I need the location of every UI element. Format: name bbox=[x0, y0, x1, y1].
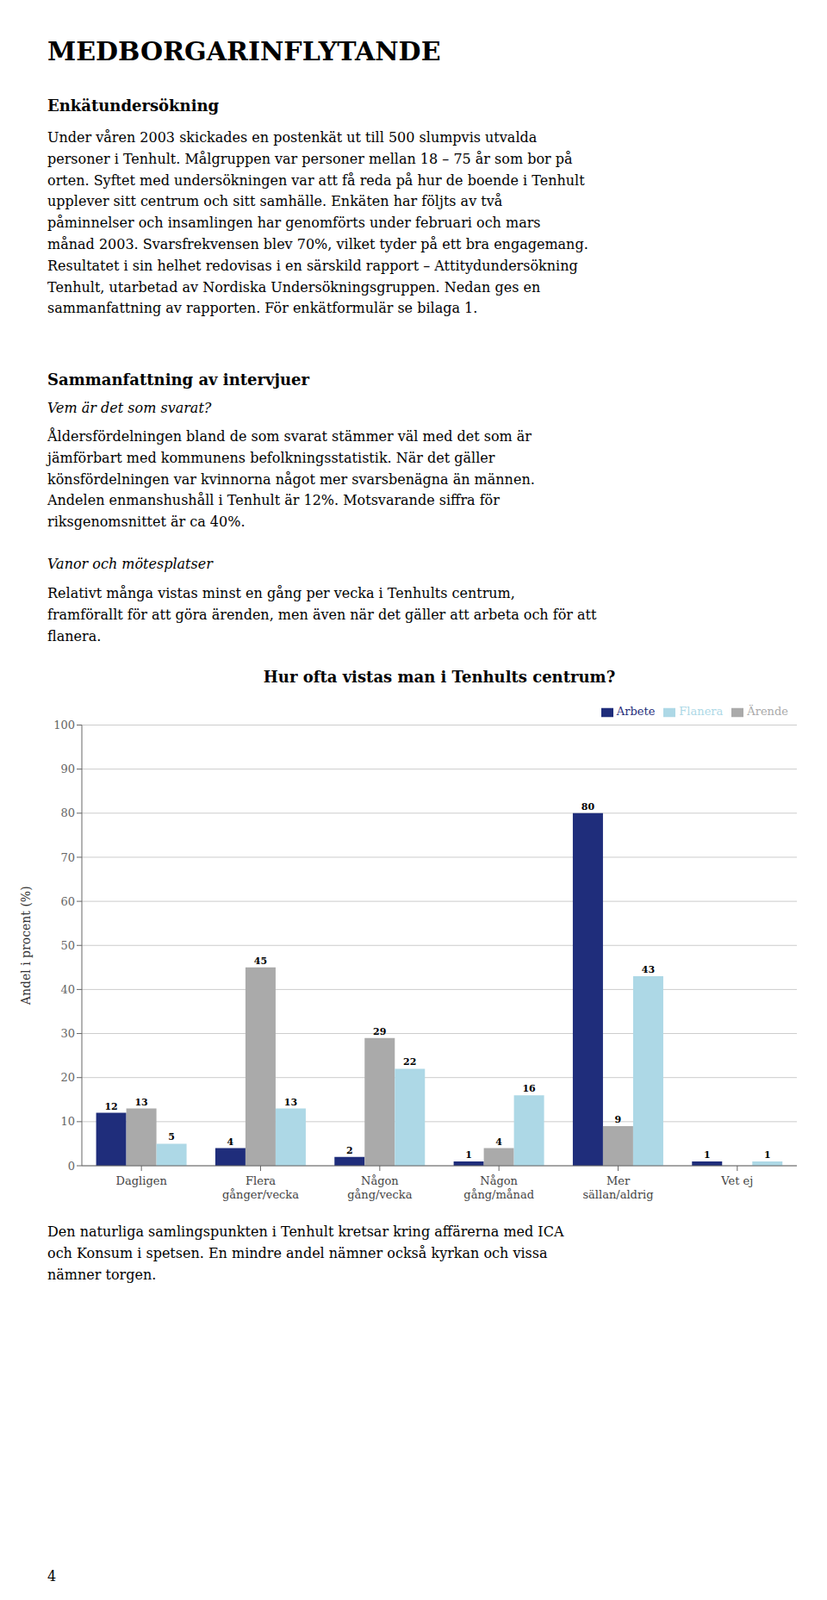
svg-text:Vet ej: Vet ej bbox=[720, 1174, 753, 1188]
svg-text:40: 40 bbox=[60, 982, 75, 996]
svg-text:70: 70 bbox=[60, 851, 75, 865]
html-text:personer i Tenhult. Målgruppen: personer i Tenhult. Målgruppen var perso… bbox=[47, 150, 573, 167]
html-text:Flanera: Flanera bbox=[679, 704, 724, 718]
html-text:riksgenomsnittet är ca 40%.: riksgenomsnittet är ca 40%. bbox=[47, 513, 246, 530]
html-text:Sammanfattning av intervjuer: Sammanfattning av intervjuer bbox=[47, 370, 310, 389]
svg-text:9: 9 bbox=[615, 1113, 622, 1126]
html-text:Under våren 2003 skickades en: Under våren 2003 skickades en postenkät … bbox=[47, 129, 537, 146]
svg-text:4: 4 bbox=[227, 1136, 235, 1148]
svg-text:1: 1 bbox=[703, 1149, 711, 1161]
html-text:framförallt för att göra ärend: framförallt för att göra ärenden, men äv… bbox=[47, 606, 597, 623]
svg-text:12: 12 bbox=[104, 1100, 118, 1113]
html-text:sammanfattning av rapporten. F: sammanfattning av rapporten. För enkätfo… bbox=[47, 300, 478, 317]
html-text:Vanor och mötesplatser: Vanor och mötesplatser bbox=[47, 555, 213, 573]
svg-text:0: 0 bbox=[68, 1159, 75, 1173]
html-text:Vem är det som svarat?: Vem är det som svarat? bbox=[47, 399, 212, 417]
html-text:upplever sitt centrum och sitt: upplever sitt centrum och sitt samhälle.… bbox=[47, 193, 503, 210]
html-text:påminnelser och insamlingen ha: påminnelser och insamlingen har genomför… bbox=[47, 214, 541, 232]
svg-text:4: 4 bbox=[495, 1136, 503, 1148]
svg-text:45: 45 bbox=[254, 955, 268, 967]
svg-text:50: 50 bbox=[60, 938, 75, 952]
svg-text:13: 13 bbox=[134, 1096, 148, 1108]
svg-text:Dagligen: Dagligen bbox=[116, 1174, 168, 1188]
svg-text:43: 43 bbox=[641, 963, 655, 976]
html-text:orten. Syftet med undersökning: orten. Syftet med undersökningen var att… bbox=[47, 171, 585, 189]
html-text:Den naturliga samlingspunkten: Den naturliga samlingspunkten i Tenhult … bbox=[47, 1223, 564, 1240]
svg-text:10: 10 bbox=[60, 1114, 75, 1128]
html-text:Ärende: Ärende bbox=[747, 704, 789, 718]
html-text:Arbete: Arbete bbox=[616, 704, 655, 718]
svg-text:Mersällan/aldrig: Mersällan/aldrig bbox=[582, 1174, 653, 1201]
html-text:Enkätundersökning: Enkätundersökning bbox=[47, 96, 219, 115]
svg-text:80: 80 bbox=[581, 801, 596, 813]
svg-text:13: 13 bbox=[284, 1096, 298, 1108]
svg-text:80: 80 bbox=[60, 806, 75, 820]
html-text:Andelen enmanshushåll i Tenhul: Andelen enmanshushåll i Tenhult är 12%. … bbox=[47, 492, 500, 509]
svg-text:20: 20 bbox=[60, 1070, 75, 1084]
svg-text:1: 1 bbox=[764, 1149, 772, 1161]
html-text:flanera.: flanera. bbox=[47, 627, 102, 645]
html-text:och Konsum i spetsen. En mindr: och Konsum i spetsen. En mindre andel nä… bbox=[47, 1244, 548, 1262]
html-text:MEDBORGARINFLYTANDE: MEDBORGARINFLYTANDE bbox=[47, 36, 441, 67]
svg-text:60: 60 bbox=[60, 895, 75, 908]
svg-text:100: 100 bbox=[53, 718, 75, 732]
html-text:jämförbart med kommunens befol: jämförbart med kommunens befolkningsstat… bbox=[47, 449, 495, 466]
html-text:Hur ofta vistas man i Tenhults: Hur ofta vistas man i Tenhults centrum? bbox=[263, 667, 616, 686]
svg-text:16: 16 bbox=[522, 1082, 536, 1095]
html-text:nämner torgen.: nämner torgen. bbox=[47, 1265, 157, 1283]
svg-text:Andel i procent (%): Andel i procent (%) bbox=[18, 885, 33, 1006]
html-text:Åldersfördelningen bland de so: Åldersfördelningen bland de som svarat s… bbox=[47, 428, 532, 445]
svg-text:5: 5 bbox=[167, 1131, 175, 1143]
html-text:Relativt många vistas minst en: Relativt många vistas minst en gång per … bbox=[47, 584, 516, 602]
svg-text:Någongång/månad: Någongång/månad bbox=[463, 1174, 535, 1201]
html-text:Resultatet i sin helhet redovi: Resultatet i sin helhet redovisas i en s… bbox=[47, 257, 578, 274]
svg-text:Någongång/vecka: Någongång/vecka bbox=[347, 1174, 412, 1201]
html-text:4: 4 bbox=[47, 1567, 57, 1585]
svg-text:30: 30 bbox=[60, 1026, 75, 1040]
svg-text:22: 22 bbox=[403, 1056, 417, 1068]
svg-text:Fleragånger/vecka: Fleragånger/vecka bbox=[222, 1174, 299, 1201]
svg-text:29: 29 bbox=[373, 1025, 386, 1038]
html-text:Tenhult, utarbetad av Nordiska: Tenhult, utarbetad av Nordiska Undersökn… bbox=[47, 278, 541, 296]
html-text:månad 2003. Svarsfrekvensen bl: månad 2003. Svarsfrekvensen blev 70%, vi… bbox=[47, 236, 589, 253]
svg-text:2: 2 bbox=[346, 1144, 354, 1157]
svg-text:1: 1 bbox=[465, 1149, 473, 1161]
html-text:könsfördelningen var kvinnorna: könsfördelningen var kvinnorna något mer… bbox=[47, 470, 535, 488]
svg-text:90: 90 bbox=[60, 762, 75, 776]
